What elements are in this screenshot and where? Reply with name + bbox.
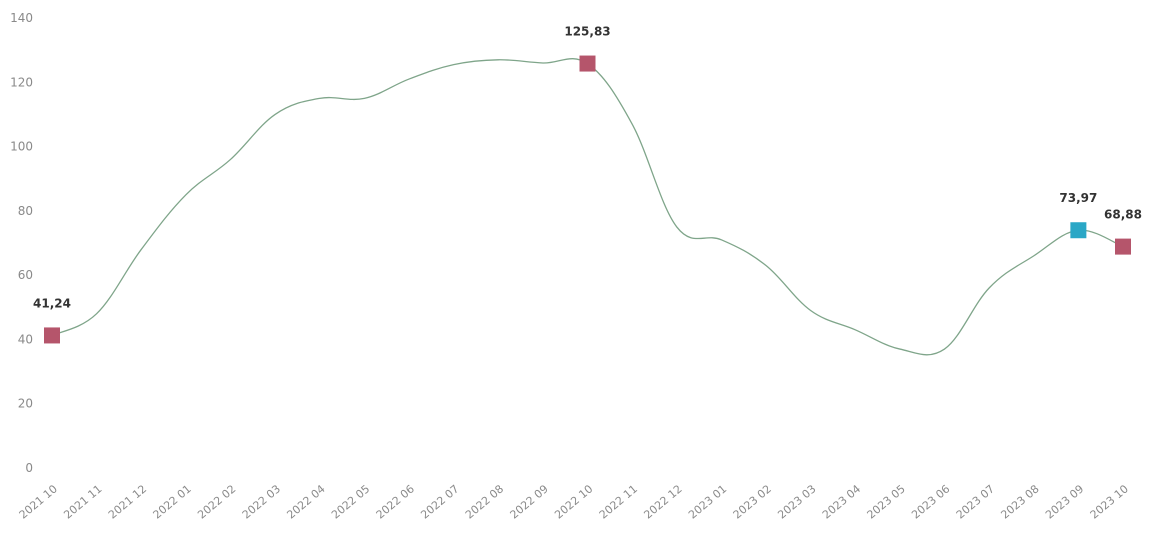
- data-point-marker[interactable]: [44, 327, 60, 344]
- x-tick-label: 2022 04: [284, 482, 327, 521]
- x-tick-label: 2022 07: [418, 482, 461, 521]
- data-point-marker[interactable]: [579, 55, 596, 72]
- x-tick-label: 2023 03: [775, 482, 818, 521]
- data-point-label: 125,83: [564, 25, 610, 39]
- x-tick-label: 2023 04: [820, 482, 863, 521]
- y-tick-label: 20: [18, 397, 33, 411]
- x-tick-label: 2022 11: [597, 482, 640, 521]
- data-point-marker[interactable]: [1070, 222, 1087, 239]
- series-line: [51, 58, 1124, 356]
- x-tick-label: 2022 08: [463, 482, 506, 521]
- x-tick-label: 2023 06: [909, 482, 952, 521]
- x-tick-label: 2023 07: [954, 482, 997, 521]
- x-tick-label: 2023 05: [865, 482, 908, 521]
- y-tick-label: 120: [10, 75, 33, 89]
- x-tick-label: 2022 02: [195, 482, 238, 521]
- data-point-label: 41,24: [33, 296, 71, 310]
- x-tick-label: 2021 12: [106, 482, 149, 521]
- x-tick-label: 2022 09: [508, 482, 551, 521]
- y-tick-label: 60: [18, 268, 33, 282]
- data-label-layer: 41,24 125,83 73,97 68,88: [33, 25, 1142, 311]
- x-tick-label: 2023 02: [731, 482, 774, 521]
- x-tick-label: 2023 09: [1043, 482, 1086, 521]
- y-tick-label: 0: [25, 461, 33, 475]
- x-tick-label: 2021 11: [61, 482, 104, 521]
- x-tick-label: 2022 06: [374, 482, 417, 521]
- y-tick-label: 40: [18, 332, 33, 346]
- y-tick-label: 100: [10, 140, 33, 154]
- x-tick-label: 2021 10: [17, 482, 60, 521]
- y-axis: 0 20 40 60 80 100 120 140: [10, 11, 33, 475]
- x-tick-label: 2022 12: [641, 482, 684, 521]
- x-tick-label: 2022 10: [552, 482, 595, 521]
- x-axis: 2021 10 2021 11 2021 12 2022 01 2022 02 2022 …: [17, 482, 1131, 521]
- y-tick-label: 140: [10, 11, 33, 25]
- x-tick-label: 2023 01: [686, 482, 729, 521]
- x-tick-label: 2022 01: [151, 482, 194, 521]
- x-tick-label: 2023 10: [1088, 482, 1131, 521]
- x-tick-label: 2022 05: [329, 482, 372, 521]
- data-point-marker[interactable]: [1115, 238, 1131, 255]
- data-point-label: 73,97: [1059, 191, 1097, 205]
- x-tick-label: 2023 08: [998, 482, 1041, 521]
- data-point-label: 68,88: [1104, 208, 1142, 222]
- x-tick-label: 2022 03: [240, 482, 283, 521]
- series-layer: [51, 58, 1124, 356]
- y-tick-label: 80: [18, 204, 33, 218]
- marker-layer: [44, 55, 1131, 344]
